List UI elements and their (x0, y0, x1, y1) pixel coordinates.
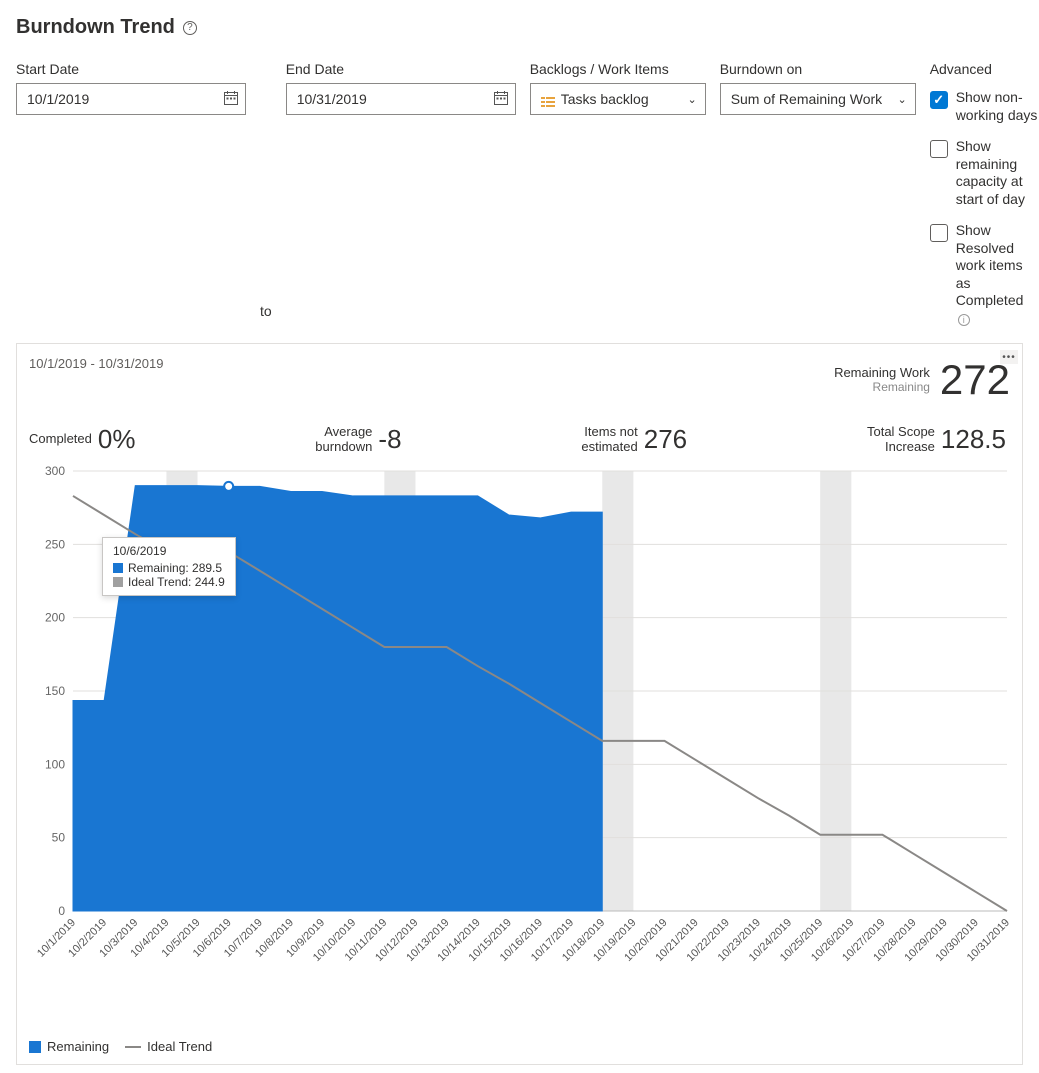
kpi-value: -8 (378, 424, 401, 455)
advanced-option-label: Show Resolved work items as Completed i (956, 222, 1039, 327)
burndown-on-value: Sum of Remaining Work (731, 91, 882, 107)
info-icon[interactable]: i (958, 314, 970, 326)
start-date-input[interactable]: 10/1/2019 (16, 83, 246, 115)
help-icon[interactable]: ? (183, 21, 197, 35)
kpi-label: Averageburndown (315, 425, 372, 454)
legend-label: Ideal Trend (147, 1039, 212, 1054)
kpi-0: Completed 0% (29, 424, 135, 455)
backlog-icon (541, 94, 555, 104)
checkbox[interactable] (930, 91, 948, 109)
page-title: Burndown Trend (16, 16, 175, 39)
kpi-value: 0% (98, 424, 136, 455)
start-date-value: 10/1/2019 (27, 91, 89, 107)
end-date-value: 10/31/2019 (297, 91, 367, 107)
svg-text:100: 100 (45, 757, 65, 771)
tooltip-swatch (113, 563, 123, 573)
backlogs-label: Backlogs / Work Items (530, 61, 706, 77)
svg-text:200: 200 (45, 611, 65, 625)
svg-text:150: 150 (45, 684, 65, 698)
kpi-label: Items notestimated (581, 425, 637, 454)
kpi-value: 128.5 (941, 424, 1006, 455)
end-date-label: End Date (286, 61, 516, 77)
kpi-label: Completed (29, 432, 92, 446)
svg-text:0: 0 (58, 904, 65, 918)
legend-label: Remaining (47, 1039, 109, 1054)
advanced-option-2[interactable]: Show Resolved work items as Completed i (930, 222, 1039, 327)
advanced-option-1[interactable]: Show remaining capacity at start of day (930, 138, 1039, 208)
advanced-option-label: Show remaining capacity at start of day (956, 138, 1039, 208)
advanced-label: Advanced (930, 61, 1039, 77)
advanced-option-0[interactable]: Show non-working days (930, 89, 1039, 124)
chevron-down-icon: ⌄ (687, 93, 696, 106)
legend-item-1: Ideal Trend (125, 1039, 212, 1054)
more-menu-icon[interactable]: ••• (1000, 350, 1018, 364)
svg-text:50: 50 (52, 831, 66, 845)
start-date-label: Start Date (16, 61, 246, 77)
chart-date-range: 10/1/2019 - 10/31/2019 (29, 356, 163, 371)
kpi-3: Total ScopeIncrease128.5 (867, 424, 1006, 455)
backlogs-value: Tasks backlog (561, 91, 649, 107)
burndown-chart-card: ••• 10/1/2019 - 10/31/2019 Remaining Wor… (16, 343, 1023, 1065)
kpi-label: Total ScopeIncrease (867, 425, 935, 454)
svg-text:250: 250 (45, 537, 65, 551)
calendar-icon (493, 90, 509, 109)
kpi-value: 276 (644, 424, 687, 455)
backlogs-dropdown[interactable]: Tasks backlog ⌄ (530, 83, 706, 115)
legend-item-0: Remaining (29, 1039, 109, 1054)
chart-tooltip: 10/6/2019 Remaining: 289.5Ideal Trend: 24… (102, 537, 236, 596)
tooltip-row: Ideal Trend: 244.9 (113, 575, 225, 589)
legend-line (125, 1046, 141, 1048)
tooltip-date: 10/6/2019 (113, 544, 225, 558)
checkbox[interactable] (930, 224, 948, 242)
chevron-down-icon: ⌄ (897, 93, 906, 106)
tooltip-row: Remaining: 289.5 (113, 561, 225, 575)
legend-swatch (29, 1041, 41, 1053)
remaining-work-label: Remaining Work (834, 366, 930, 380)
burndown-on-label: Burndown on (720, 61, 916, 77)
calendar-icon (223, 90, 239, 109)
advanced-option-label: Show non-working days (956, 89, 1039, 124)
burndown-on-dropdown[interactable]: Sum of Remaining Work ⌄ (720, 83, 916, 115)
checkbox[interactable] (930, 140, 948, 158)
end-date-input[interactable]: 10/31/2019 (286, 83, 516, 115)
tooltip-swatch (113, 577, 123, 587)
to-label: to (260, 295, 272, 327)
kpi-1: Averageburndown-8 (315, 424, 401, 455)
kpi-2: Items notestimated276 (581, 424, 687, 455)
remaining-sub-label: Remaining (834, 381, 930, 394)
svg-text:300: 300 (45, 464, 65, 478)
